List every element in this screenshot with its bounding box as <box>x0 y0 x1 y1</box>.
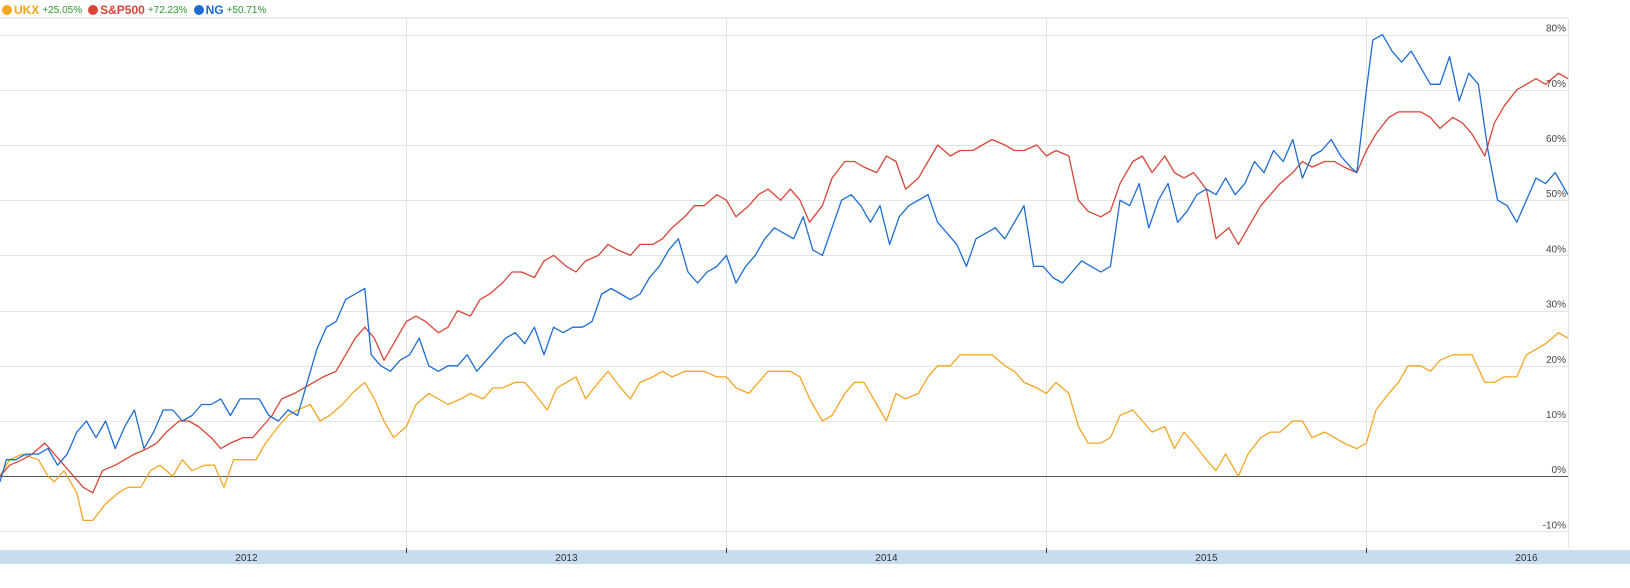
y-tick-label: 80% <box>1546 24 1566 35</box>
x-tick-label: 2014 <box>875 553 898 564</box>
series-line-sp500 <box>0 72 1569 494</box>
legend-item-sp500[interactable]: S&P500 +72.23% <box>88 3 188 17</box>
chart-legend: UKX +25.05% S&P500 +72.23% NG +50.71% <box>2 2 272 18</box>
legend-change: +50.71% <box>226 4 267 16</box>
ng-color-dot <box>193 5 204 15</box>
legend-change: +25.05% <box>42 4 83 16</box>
ukx-color-dot <box>2 5 12 15</box>
legend-name: NG <box>205 3 224 17</box>
y-tick-label: 50% <box>1546 189 1566 200</box>
legend-item-ukx[interactable]: UKX +25.05% <box>2 3 82 17</box>
y-tick-label: 60% <box>1546 134 1566 145</box>
y-tick-label: -10% <box>1543 520 1566 531</box>
y-tick-label: 0% <box>1552 465 1567 476</box>
x-tick-label: 2016 <box>1515 553 1538 564</box>
y-tick-label: 40% <box>1546 244 1566 255</box>
x-tick-label: 2013 <box>555 553 578 564</box>
series-line-ng <box>0 33 1569 482</box>
y-tick-label: 70% <box>1546 79 1566 90</box>
series-line-ukx <box>0 332 1569 522</box>
legend-name: S&P500 <box>100 3 145 17</box>
legend-change: +72.23% <box>147 4 188 16</box>
legend-item-ng[interactable]: NG +50.71% <box>193 3 267 17</box>
legend-name: UKX <box>14 3 40 17</box>
y-tick-label: 20% <box>1546 355 1566 366</box>
y-tick-label: 30% <box>1546 300 1566 311</box>
x-tick-label: 2015 <box>1195 553 1218 564</box>
timeline-bar <box>0 550 1630 564</box>
y-tick-label: 10% <box>1546 410 1566 421</box>
x-tick-label: 2012 <box>235 553 258 564</box>
sp500-color-dot <box>88 5 99 15</box>
